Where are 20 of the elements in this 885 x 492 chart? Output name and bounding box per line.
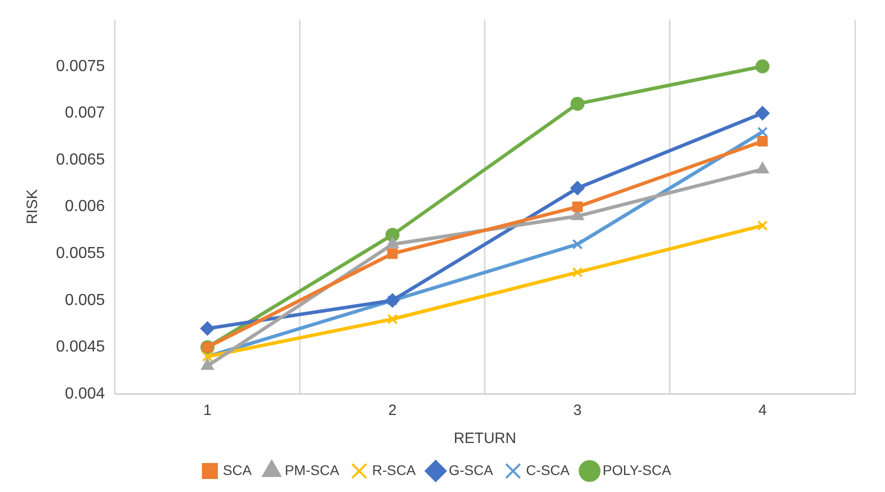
legend-label: PM-SCA bbox=[284, 462, 340, 478]
legend-label: R-SCA bbox=[372, 462, 416, 478]
legend-label: C-SCA bbox=[526, 462, 570, 478]
legend-label: G-SCA bbox=[448, 462, 494, 478]
y-tick-label: 0.007 bbox=[64, 104, 106, 122]
x-tick-label: 3 bbox=[573, 402, 582, 420]
x-axis-title: RETURN bbox=[454, 430, 516, 448]
x-tick-label: 1 bbox=[203, 402, 212, 420]
legend-label: POLY-SCA bbox=[602, 462, 672, 478]
y-tick-label: 0.006 bbox=[64, 198, 106, 216]
legend-label: SCA bbox=[222, 462, 252, 478]
y-tick-label: 0.004 bbox=[64, 385, 106, 402]
x-tick-label: 2 bbox=[388, 402, 397, 420]
y-tick-label: 0.0065 bbox=[56, 151, 106, 168]
x-tick-label: 4 bbox=[758, 402, 767, 420]
y-axis-title: RISK bbox=[24, 189, 42, 224]
y-tick-label: 0.005 bbox=[64, 292, 106, 309]
y-tick-label: 0.0075 bbox=[56, 58, 106, 75]
y-tick-label: 0.0045 bbox=[56, 338, 106, 356]
y-tick-label: 0.0055 bbox=[56, 245, 106, 262]
